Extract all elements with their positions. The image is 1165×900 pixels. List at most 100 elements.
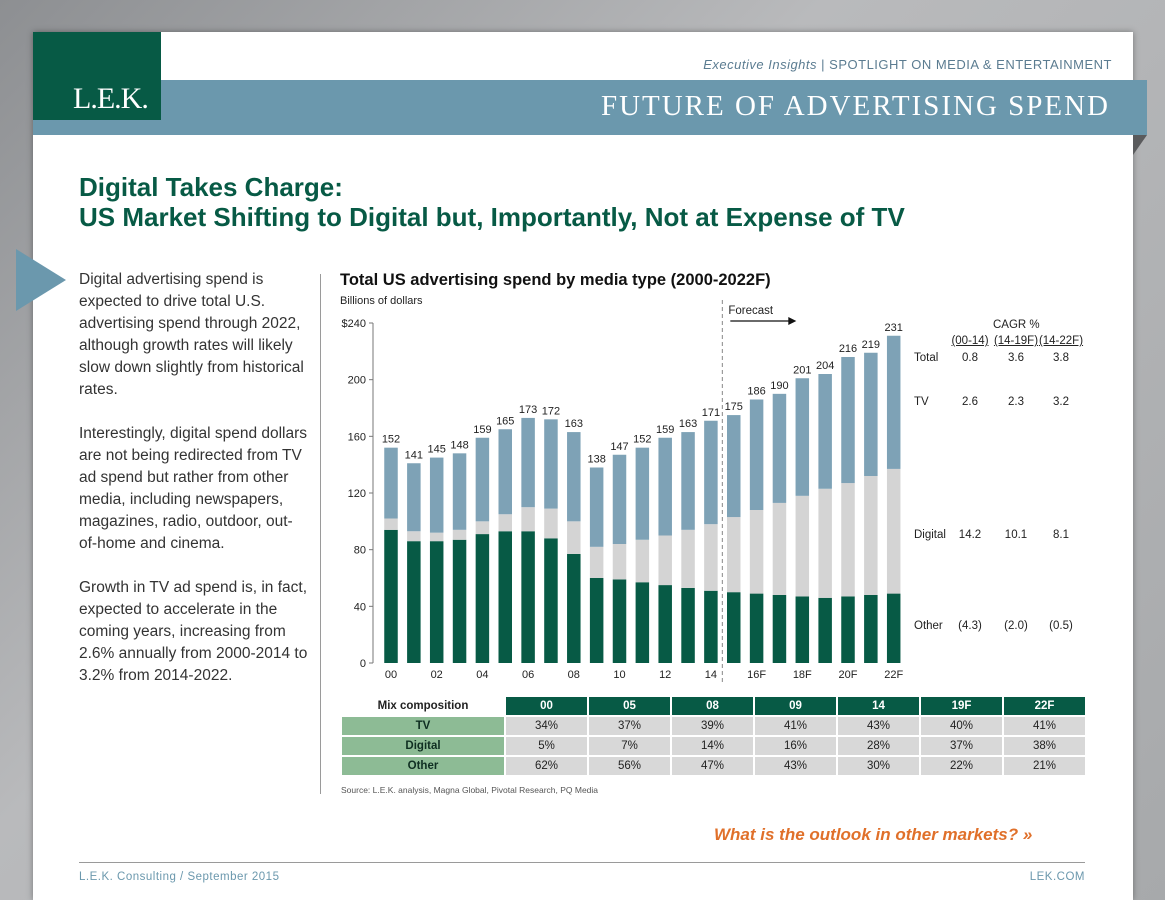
bar-digital bbox=[864, 476, 878, 595]
mix-cell: 16% bbox=[755, 737, 836, 755]
bar-other bbox=[658, 585, 672, 663]
mix-column-header: 00 bbox=[506, 697, 587, 715]
mix-row: Digital 5% 7% 14% 16% 28% 37% 38% bbox=[342, 737, 1085, 755]
mix-column-header: 14 bbox=[838, 697, 919, 715]
banner-title: FUTURE OF ADVERTISING SPEND bbox=[600, 90, 1110, 122]
bar-digital bbox=[429, 532, 444, 542]
footer-website-link[interactable]: LEK.COM bbox=[1029, 871, 1085, 883]
chart-title: Total US advertising spend by media type… bbox=[340, 271, 771, 289]
bar-other bbox=[452, 539, 467, 663]
cagr-value: 10.1 bbox=[1004, 529, 1028, 541]
footer-rule bbox=[79, 862, 1085, 863]
title-banner: FUTURE OF ADVERTISING SPEND bbox=[33, 80, 1147, 135]
mix-row-label: Digital bbox=[342, 737, 504, 755]
x-tick-label: 12 bbox=[659, 669, 671, 681]
data-label: 152 bbox=[633, 434, 651, 446]
mix-cell: 41% bbox=[1004, 717, 1085, 735]
bar-tv bbox=[864, 352, 878, 476]
forecast-arrow-icon bbox=[788, 317, 797, 325]
bar-digital bbox=[886, 468, 901, 594]
bar-other bbox=[772, 595, 787, 663]
outlook-link-label: What is the outlook in other markets? bbox=[714, 825, 1019, 844]
cagr-value: 3.2 bbox=[1053, 396, 1069, 408]
cagr-value: 0.8 bbox=[962, 352, 978, 364]
bar-digital bbox=[795, 495, 810, 597]
bar-other bbox=[407, 541, 421, 663]
mix-cell: 37% bbox=[589, 717, 670, 735]
bar-other bbox=[498, 531, 512, 663]
y-tick-label: $240 bbox=[342, 318, 366, 330]
cagr-row-label: Other bbox=[914, 620, 943, 632]
bar-tv bbox=[521, 417, 535, 508]
mix-cell: 62% bbox=[506, 757, 587, 775]
cagr-value: 2.3 bbox=[1008, 396, 1024, 408]
cagr-column-header: (14-22F) bbox=[1038, 335, 1084, 347]
spotlight-label: SPOTLIGHT ON MEDIA & ENTERTAINMENT bbox=[829, 57, 1112, 72]
double-chevron-icon: » bbox=[1022, 825, 1033, 844]
x-tick-label: 10 bbox=[613, 669, 625, 681]
bar-tv bbox=[407, 463, 421, 532]
cagr-value: 2.6 bbox=[962, 396, 978, 408]
body-paragraph-1: Digital advertising spend is expected to… bbox=[79, 271, 304, 398]
mix-cell: 39% bbox=[672, 717, 753, 735]
bar-tv bbox=[544, 419, 558, 509]
mix-header-label: Mix composition bbox=[342, 697, 504, 715]
bar-digital bbox=[841, 483, 855, 597]
separator: | bbox=[821, 57, 826, 72]
bar-digital bbox=[612, 544, 627, 580]
data-label: 163 bbox=[679, 418, 697, 430]
body-paragraph-3: Growth in TV ad spend is, in fact, expec… bbox=[79, 579, 308, 684]
x-tick-label: 18F bbox=[793, 669, 812, 681]
mix-cell: 7% bbox=[589, 737, 670, 755]
data-label: 173 bbox=[519, 404, 537, 416]
mix-cell: 22% bbox=[921, 757, 1002, 775]
data-label: 152 bbox=[382, 434, 400, 446]
x-tick-label: 14 bbox=[705, 669, 717, 681]
data-label: 216 bbox=[839, 343, 857, 355]
mix-column-header: 22F bbox=[1004, 697, 1085, 715]
bar-tv bbox=[567, 432, 581, 522]
x-tick-label: 16F bbox=[747, 669, 766, 681]
bar-other bbox=[544, 538, 558, 663]
data-label: 159 bbox=[656, 424, 674, 436]
cagr-value: (2.0) bbox=[1004, 620, 1028, 632]
mix-column-header: 09 bbox=[755, 697, 836, 715]
pointer-arrow-icon bbox=[16, 249, 66, 311]
y-tick-label: 80 bbox=[354, 545, 366, 557]
bar-other bbox=[864, 595, 878, 663]
outlook-link[interactable]: What is the outlook in other markets? » bbox=[714, 825, 1032, 845]
bar-other bbox=[567, 553, 581, 663]
column-divider bbox=[320, 274, 321, 794]
cagr-row-label: Digital bbox=[914, 529, 946, 541]
data-label: 145 bbox=[428, 444, 446, 456]
data-label: 175 bbox=[725, 401, 743, 413]
bar-tv bbox=[772, 393, 787, 503]
headline: Digital Takes Charge: US Market Shifting… bbox=[79, 172, 905, 232]
data-label: 172 bbox=[542, 405, 560, 417]
bar-tv bbox=[795, 378, 810, 496]
bar-tv bbox=[635, 447, 650, 540]
bar-tv bbox=[749, 399, 764, 510]
page bbox=[33, 32, 1133, 900]
mix-row-label: Other bbox=[342, 757, 504, 775]
x-tick-label: 02 bbox=[431, 669, 443, 681]
mix-cell: 56% bbox=[589, 757, 670, 775]
bar-tv bbox=[612, 454, 627, 544]
cagr-value: 3.8 bbox=[1053, 352, 1069, 364]
bar-other bbox=[681, 587, 695, 663]
data-label: 219 bbox=[862, 339, 880, 351]
bar-other bbox=[521, 531, 535, 663]
bar-digital bbox=[635, 539, 650, 583]
data-label: 148 bbox=[450, 439, 468, 451]
y-tick-label: 200 bbox=[348, 375, 366, 387]
y-tick-label: 160 bbox=[348, 431, 366, 443]
bar-other bbox=[749, 593, 764, 663]
bar-digital bbox=[681, 529, 695, 588]
y-tick-label: 40 bbox=[354, 601, 366, 613]
page-fold-shadow bbox=[1133, 135, 1147, 155]
logo-text: L.E.K. bbox=[73, 82, 149, 115]
bar-tv bbox=[589, 467, 604, 547]
x-tick-label: 06 bbox=[522, 669, 534, 681]
mix-cell: 37% bbox=[921, 737, 1002, 755]
body-paragraph-2: Interestingly, digital spend dollars are… bbox=[79, 425, 308, 552]
